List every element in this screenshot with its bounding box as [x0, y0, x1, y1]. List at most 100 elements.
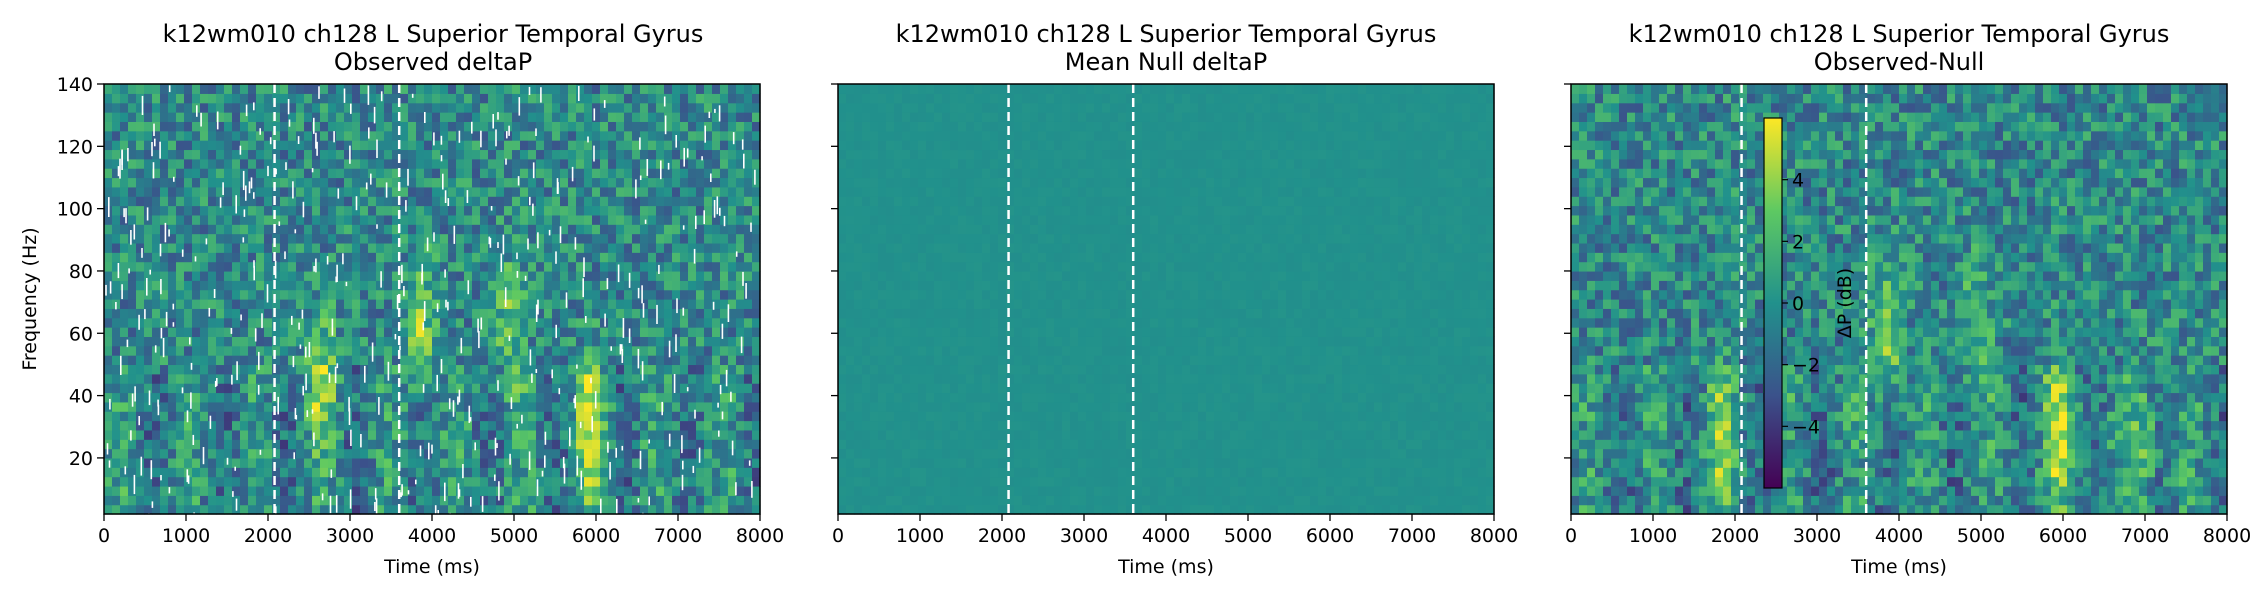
- heatmap-cell: [918, 420, 927, 431]
- heatmap-cell: [704, 485, 713, 496]
- heatmap-cell: [104, 429, 113, 440]
- heatmap-cell: [640, 186, 649, 197]
- heatmap-cell: [640, 485, 649, 496]
- heatmap-cell: [256, 242, 265, 253]
- heatmap-cell: [432, 457, 441, 468]
- heatmap-cell: [966, 327, 975, 337]
- heatmap-cell: [192, 355, 201, 366]
- heatmap-cell: [632, 149, 641, 160]
- heatmap-cell: [942, 336, 951, 347]
- heatmap-cell: [736, 196, 745, 207]
- heatmap-cell: [160, 476, 169, 487]
- heatmap-cell: [272, 439, 281, 450]
- heatmap-cell: [464, 261, 473, 272]
- heatmap-cell: [918, 224, 927, 235]
- heatmap-cell: [328, 214, 337, 225]
- heatmap-cell: [552, 457, 561, 468]
- heatmap-cell: [942, 270, 951, 281]
- heatmap-cell: [248, 373, 257, 384]
- heatmap-cell: [216, 242, 225, 253]
- heatmap-cell: [648, 214, 657, 225]
- heatmap-cell: [384, 93, 393, 104]
- heatmap-cell: [688, 383, 697, 394]
- heatmap-cell: [950, 93, 959, 104]
- heatmap-cell: [472, 84, 481, 94]
- heatmap-cell: [216, 130, 225, 141]
- heatmap-cell: [592, 233, 601, 244]
- heatmap-cell: [640, 168, 649, 179]
- heatmap-cell: [160, 214, 169, 225]
- y-tick-label: 40: [69, 386, 93, 408]
- heatmap-cell: [448, 280, 457, 291]
- heatmap-cell: [608, 233, 617, 244]
- heatmap-cell: [440, 299, 449, 309]
- heatmap-cell: [846, 345, 855, 356]
- heatmap-cell: [568, 392, 577, 403]
- heatmap-cell: [240, 84, 249, 94]
- heatmap-cell: [712, 214, 721, 225]
- heatmap-cell: [752, 224, 761, 235]
- heatmap-cell: [432, 93, 441, 104]
- heatmap-cell: [624, 186, 633, 197]
- heatmap-cell: [552, 280, 561, 291]
- heatmap-cell: [926, 504, 935, 515]
- heatmap-cell: [384, 495, 393, 506]
- heatmap-cell: [950, 429, 959, 440]
- heatmap-cell: [616, 373, 625, 384]
- heatmap-cell: [512, 364, 521, 375]
- heatmap-cell: [560, 420, 569, 431]
- heatmap-cell: [128, 121, 137, 132]
- heatmap-cell: [728, 280, 737, 291]
- heatmap-cell: [592, 308, 601, 319]
- heatmap-cell: [456, 112, 465, 122]
- heatmap-cell: [720, 476, 729, 487]
- heatmap-cell: [224, 485, 233, 496]
- heatmap-cell: [568, 420, 577, 431]
- heatmap-cell: [136, 392, 145, 403]
- heatmap-cell: [360, 233, 369, 244]
- heatmap-cell: [392, 102, 401, 113]
- heatmap-cell: [192, 261, 201, 272]
- heatmap-cell: [152, 392, 161, 403]
- heatmap-cell: [464, 308, 473, 319]
- heatmap-cell: [520, 401, 529, 412]
- heatmap-cell: [392, 448, 401, 459]
- heatmap-cell: [152, 280, 161, 291]
- heatmap-cell: [400, 270, 409, 281]
- heatmap-cell: [640, 214, 649, 225]
- heatmap-cell: [720, 485, 729, 496]
- heatmap-cell: [624, 383, 633, 394]
- heatmap-cell: [910, 355, 919, 366]
- heatmap-cell: [384, 317, 393, 328]
- heatmap-cell: [312, 401, 321, 412]
- heatmap-cell: [168, 495, 177, 506]
- heatmap-cell: [640, 439, 649, 450]
- heatmap-cell: [416, 401, 425, 412]
- heatmap-cell: [304, 439, 313, 450]
- heatmap-cell: [112, 485, 121, 496]
- heatmap-cell: [464, 345, 473, 356]
- heatmap-cell: [512, 420, 521, 431]
- heatmap-cell: [264, 448, 273, 459]
- heatmap-cell: [256, 495, 265, 506]
- heatmap-cell: [224, 102, 233, 113]
- heatmap-cell: [752, 140, 761, 151]
- heatmap-cell: [392, 411, 401, 422]
- heatmap-cell: [496, 196, 505, 207]
- heatmap-cell: [656, 327, 665, 337]
- heatmap-cell: [368, 252, 377, 263]
- heatmap-cell: [862, 345, 871, 356]
- heatmap-cell: [336, 280, 345, 291]
- heatmap-cell: [184, 420, 193, 431]
- heatmap-cell: [640, 364, 649, 375]
- heatmap-cell: [712, 196, 721, 207]
- heatmap-cell: [456, 420, 465, 431]
- heatmap-cell: [112, 364, 121, 375]
- heatmap-cell: [432, 429, 441, 440]
- heatmap-cell: [688, 345, 697, 356]
- heatmap-cell: [360, 355, 369, 366]
- heatmap-cell: [520, 345, 529, 356]
- heatmap-cell: [902, 317, 911, 328]
- heatmap-cell: [488, 168, 497, 179]
- heatmap-cell: [854, 392, 863, 403]
